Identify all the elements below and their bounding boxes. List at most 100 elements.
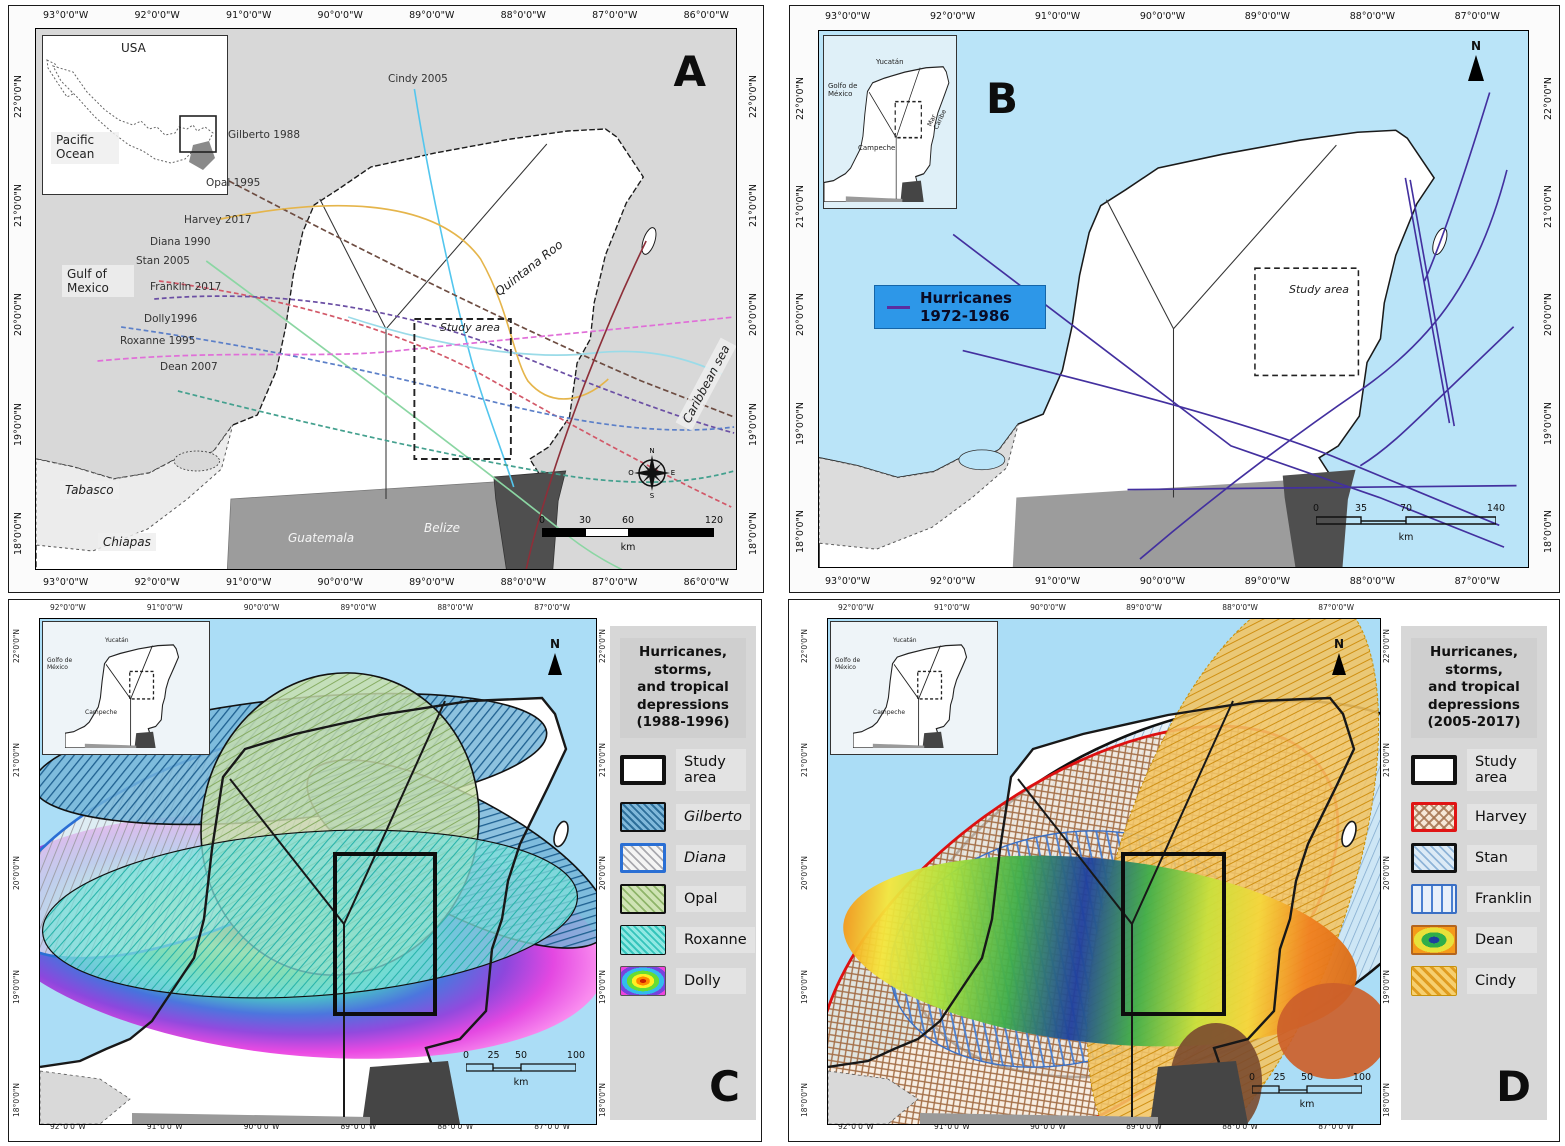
north-arrow-icon: N: [548, 637, 562, 675]
track-label-opal: Opal 1995: [206, 177, 261, 189]
inset-usa-label: USA: [121, 41, 146, 55]
inset-belize: [900, 180, 924, 202]
track-opal: [220, 204, 609, 400]
legend-swatch: [620, 965, 666, 996]
axis-tick-label: 22°0'0"N: [795, 77, 806, 121]
axis-tick-label: 20°0'0"N: [1382, 856, 1391, 890]
inset-gray-south: [189, 141, 215, 170]
legend-item: Gilberto: [620, 801, 750, 832]
track-b6: [1127, 484, 1517, 491]
axis-tick-label: 19°0'0"N: [12, 969, 21, 1004]
axis-tick-label: 20°0'0"N: [1543, 293, 1554, 337]
panel-d-map-canvas: [828, 619, 1380, 1124]
panel-b-lat-axis-right: 22°0'0"N 21°0'0"N 20°0'0"N 19°0'0"N 18°0'0"N: [1543, 77, 1554, 553]
axis-tick-label: 22°0'0"N: [1382, 629, 1391, 663]
panel-b-lon-axis-bottom: 93°0'0"W 92°0'0"W 91°0'0"W 90°0'0"W 89°0'0"W…: [825, 576, 1500, 587]
track-dolly: [347, 316, 723, 375]
inset-study-box: [894, 100, 922, 139]
legend-item: Franklin: [1411, 883, 1540, 914]
panel-c-map-canvas: [40, 672, 596, 1124]
land-sw-gray: [40, 1070, 131, 1124]
legend-swatch: [620, 924, 666, 955]
legend-label: Gilberto: [676, 803, 750, 830]
panel-d-map: Golfo de México Yucatán Campeche N 0 25 …: [827, 618, 1381, 1125]
axis-tick-label: 90°0'0"W: [317, 10, 363, 21]
panel-c-lat-axis-right: 22°0'0"N 21°0'0"N 20°0'0"N 19°0'0"N 18°0'0"N: [598, 629, 610, 1117]
inset-campeche-label: Campeche: [85, 709, 118, 716]
tabasco-label: Tabasco: [60, 481, 119, 499]
yucatan-inset-canvas: [853, 644, 968, 748]
panel-c-lon-axis-bottom: 92°0'0"W 91°0'0"W 90°0'0"W 89°0'0"W 88°0'0"W…: [50, 1122, 570, 1131]
gulf-of-mexico-label: Gulf of Mexico: [62, 265, 134, 297]
track-harvey: [205, 260, 623, 569]
track-label-stan: Stan 2005: [136, 255, 190, 267]
axis-tick-label: 20°0'0"N: [598, 856, 607, 890]
axis-tick-label: 89°0'0"W: [409, 10, 455, 21]
axis-tick-label: 18°0'0"N: [1543, 509, 1554, 553]
legend-items: Study area Gilberto Diana Opal Roxanne D…: [610, 748, 756, 996]
track-b3: [1139, 169, 1508, 560]
axis-tick-label: 22°0'0"N: [598, 629, 607, 663]
state-borders: [1017, 700, 1234, 1117]
inset-gulf-label: Golfo de México: [47, 657, 73, 671]
panel-a-lon-axis-bottom: 93°0'0"W 92°0'0"W 91°0'0"W 90°0'0"W 89°0'0"W…: [43, 577, 729, 588]
panel-c-map: Golfo de México Yucatán Campeche N 0 25 …: [39, 618, 597, 1125]
svg-text:N: N: [649, 447, 654, 455]
track-label-cindy: Cindy 2005: [388, 73, 448, 85]
legend-title: Hurricanes, storms, and tropical depress…: [620, 638, 746, 738]
axis-tick-label: 21°0'0"N: [800, 742, 809, 777]
axis-tick-label: 22°0'0"N: [12, 629, 21, 663]
panel-d-legend: Hurricanes, storms, and tropical depress…: [1401, 626, 1547, 1120]
legend-label: Hurricanes 1972-1986: [919, 289, 1012, 325]
legend-swatch: [620, 801, 666, 832]
panel-d-inset-map: Golfo de México Yucatán Campeche: [830, 621, 998, 755]
axis-tick-label: 89°0'0"W: [409, 577, 455, 588]
inset-borders: [105, 645, 153, 746]
axis-tick-label: 19°0'0"N: [598, 969, 607, 1004]
panel-b-legend: Hurricanes 1972-1986: [874, 285, 1046, 329]
hurricane-area-dean: [843, 855, 1357, 1047]
legend-item: Study area: [1411, 748, 1537, 791]
legend-label: Opal: [676, 885, 746, 912]
axis-tick-label: 18°0'0"N: [795, 509, 806, 553]
study-area-label: Study area: [1289, 283, 1350, 296]
scalebar-rail: [466, 1063, 576, 1072]
panel-c-lat-axis-left: 22°0'0"N 21°0'0"N 20°0'0"N 19°0'0"N 18°0'0"N: [12, 629, 21, 1117]
yucatan-inset-canvas: [65, 644, 180, 748]
axis-tick-label: 88°0'0"W: [1222, 603, 1258, 612]
country-guatemala: [132, 1113, 370, 1124]
inset-study-box: [917, 670, 943, 700]
axis-tick-label: 21°0'0"N: [13, 184, 24, 228]
inset-guatemala: [872, 743, 925, 748]
axis-tick-label: 87°0'0"W: [1318, 603, 1354, 612]
legend-swatch: [620, 754, 666, 785]
inset-yucatan-label: Yucatán: [876, 58, 904, 66]
compass-rose-canvas: N S E O: [628, 447, 675, 500]
scalebar-rail: [1316, 516, 1496, 525]
axis-tick-label: 92°0'0"W: [134, 577, 180, 588]
legend-item: Diana: [620, 842, 746, 873]
panel-c: 92°0'0"W 91°0'0"W 90°0'0"W 89°0'0"W 88°0'0"W…: [8, 599, 762, 1142]
axis-tick-label: 21°0'0"N: [1543, 185, 1554, 229]
panel-d: 92°0'0"W 91°0'0"W 90°0'0"W 89°0'0"W 88°0'0"W…: [788, 599, 1560, 1142]
panel-d-letter: D: [1496, 1062, 1531, 1111]
chiapas-label: Chiapas: [98, 533, 156, 551]
panel-c-lon-axis-top: 92°0'0"W 91°0'0"W 90°0'0"W 89°0'0"W 88°0'0"W…: [50, 603, 570, 612]
axis-tick-label: 86°0'0"W: [683, 577, 729, 588]
panel-a-lat-axis-left: 22°0'0"N 21°0'0"N 20°0'0"N 19°0'0"N 18°0'0"N: [13, 75, 24, 555]
hurricane-tracks-1972-1986: [952, 92, 1517, 560]
axis-tick-label: 88°0'0"W: [437, 1122, 474, 1131]
legend-line-sample: [887, 305, 910, 309]
inset-belize: [134, 731, 156, 748]
panel-b: 93°0'0"W 92°0'0"W 91°0'0"W 90°0'0"W 89°0'0"W…: [789, 5, 1560, 593]
track-unlabeled: [525, 240, 647, 569]
legend-label: Study area: [676, 748, 746, 791]
inset-campeche-label: Campeche: [873, 709, 906, 716]
axis-tick-label: 87°0'0"W: [592, 10, 638, 21]
legend-title: Hurricanes, storms, and tropical depress…: [1411, 638, 1537, 738]
track-b8: [1423, 92, 1491, 282]
track-diana: [158, 280, 732, 508]
axis-tick-label: 89°0'0"W: [1244, 576, 1291, 587]
track-b2: [962, 349, 1500, 527]
track-b1: [952, 233, 1505, 548]
